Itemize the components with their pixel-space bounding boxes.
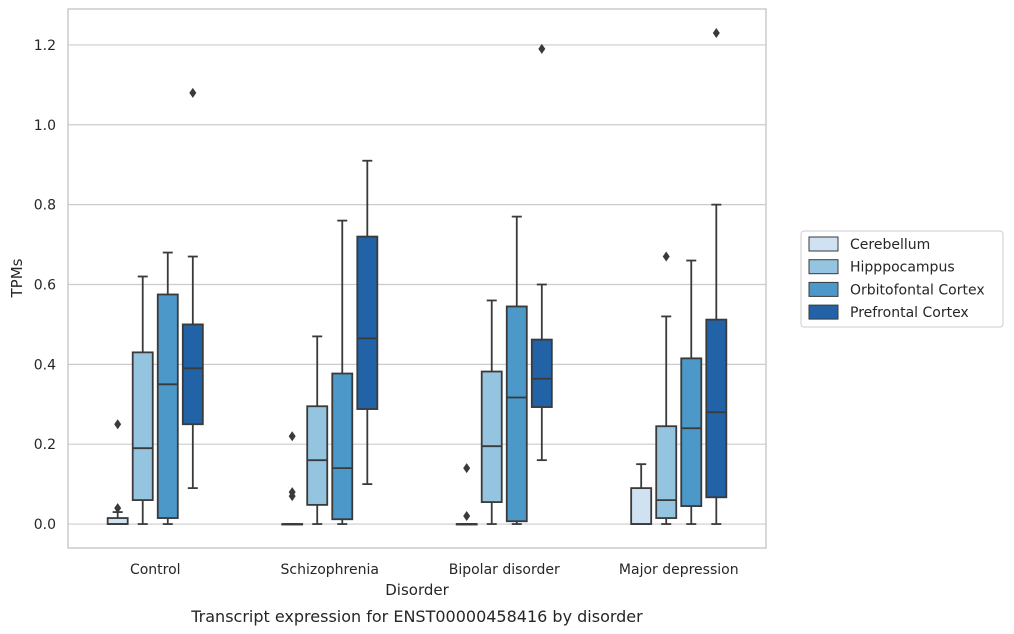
chart-caption: Transcript expression for ENST0000045841… xyxy=(190,607,643,626)
y-tick-label: 1.0 xyxy=(34,118,56,134)
outlier-point xyxy=(189,87,197,98)
category-group xyxy=(281,159,379,526)
x-tick-label: Bipolar disorder xyxy=(449,562,560,578)
legend-label: Prefrontal Cortex xyxy=(850,305,969,321)
outlier-point xyxy=(538,43,546,54)
y-tick-label: 0.8 xyxy=(34,198,56,214)
box xyxy=(630,487,653,525)
box xyxy=(680,357,703,507)
box xyxy=(530,338,553,408)
category-group xyxy=(106,87,204,525)
legend-label: Hipppocampus xyxy=(850,260,955,276)
outlier-point xyxy=(712,27,720,38)
box xyxy=(705,318,728,499)
y-axis-label: TPMs xyxy=(8,258,26,298)
y-tick-label: 0.4 xyxy=(34,357,56,373)
x-tick-labels: Control Schizophrenia Bipolar disorder Majo… xyxy=(130,562,739,578)
y-tick-label: 0.6 xyxy=(34,277,56,293)
box-groups xyxy=(106,27,728,526)
x-tick-label: Major depression xyxy=(619,562,739,578)
plot-frame xyxy=(67,8,767,549)
legend-label: Cerebellum xyxy=(850,237,930,253)
x-tick-label: Schizophrenia xyxy=(281,562,379,578)
box xyxy=(181,323,204,426)
legend-label: Orbitofontal Cortex xyxy=(850,282,985,298)
y-tick-label: 0.0 xyxy=(34,517,56,533)
box xyxy=(655,425,678,519)
legend-swatch xyxy=(808,304,839,320)
box xyxy=(306,405,329,506)
category-group xyxy=(630,27,728,525)
outlier-point xyxy=(662,251,670,262)
y-tick-label: 0.2 xyxy=(34,437,56,453)
x-tick-label: Control xyxy=(130,562,181,578)
box xyxy=(356,235,379,410)
outlier-point xyxy=(463,511,471,522)
box xyxy=(331,372,354,521)
y-tick-labels: 0.0 0.2 0.4 0.6 0.8 1.0 1.2 xyxy=(34,38,56,533)
legend-swatch xyxy=(808,281,839,297)
plot-background xyxy=(68,9,766,548)
category-group xyxy=(455,43,553,526)
box xyxy=(131,351,154,501)
legend: Cerebellum Hipppocampus Orbitofontal Corte… xyxy=(800,230,1004,328)
x-axis-label: Disorder xyxy=(385,581,449,599)
outlier-point xyxy=(114,503,122,514)
outlier-point xyxy=(288,487,296,498)
legend-frame xyxy=(800,230,1004,328)
outlier-point xyxy=(114,419,122,430)
y-tick-label: 1.2 xyxy=(34,38,56,54)
legend-swatch xyxy=(808,259,839,275)
box xyxy=(480,370,503,503)
outlier-point xyxy=(288,431,296,442)
legend-swatch xyxy=(808,236,839,252)
box xyxy=(156,293,179,519)
box xyxy=(505,305,528,523)
outlier-point xyxy=(463,463,471,474)
